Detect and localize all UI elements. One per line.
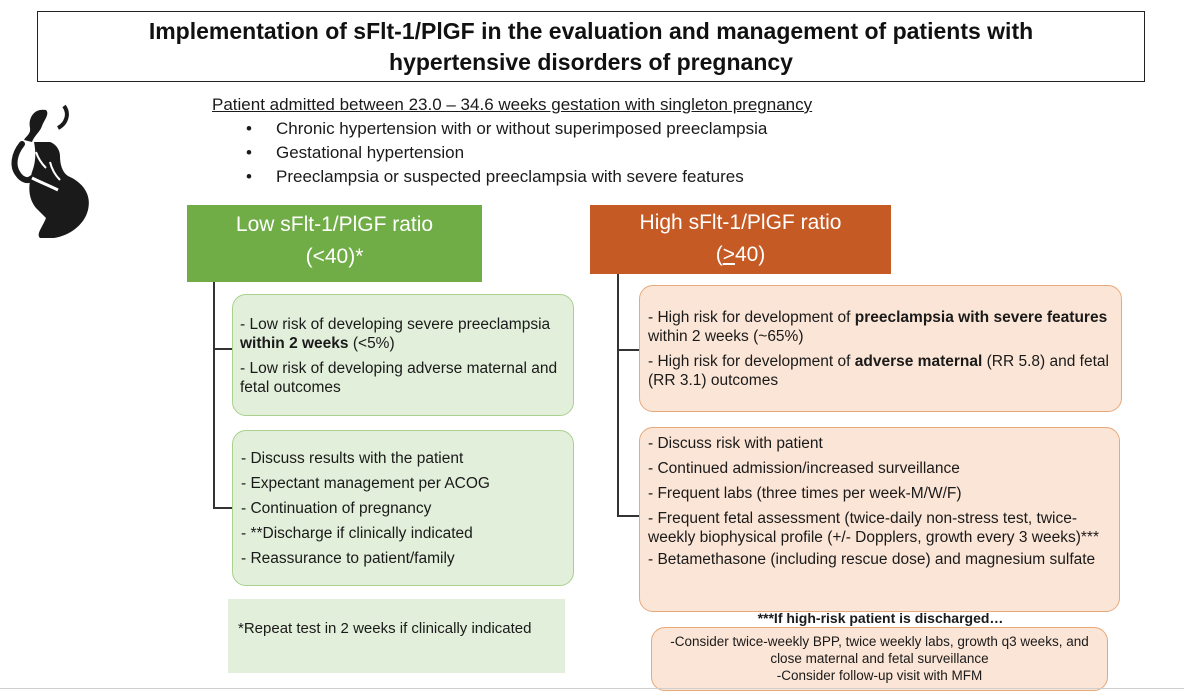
list-item: Preeclampsia or suspected preeclampsia w… — [246, 165, 812, 189]
list-item: - **Discharge if clinically indicated — [241, 525, 473, 542]
high-risk-item-1: - High risk for development of preeclamp… — [648, 309, 1108, 345]
high-connector-branch-1 — [617, 349, 639, 351]
list-item: - Betamethasone (including rescue dose) … — [648, 551, 1096, 568]
list-item: Gestational hypertension — [246, 141, 812, 165]
discharge-line-2: -Consider follow-up visit with MFM — [776, 668, 983, 683]
low-ratio-title: Low sFlt-1/PlGF ratio — [235, 213, 434, 236]
high-risk-box: - High risk for development of preeclamp… — [639, 285, 1122, 412]
list-item: - Expectant management per ACOG — [241, 475, 490, 492]
list-item: - Continued admission/increased surveill… — [648, 460, 960, 477]
high-connector-branch-2 — [617, 515, 639, 517]
low-risk-box: - Low risk of developing severe preeclam… — [232, 294, 574, 416]
low-risk-item-2: - Low risk of developing adverse materna… — [240, 360, 558, 396]
high-ratio-header: High sFlt-1/PlGF ratio (>40) — [590, 205, 891, 274]
pregnant-woman-icon — [11, 104, 89, 238]
page-title: Implementation of sFlt-1/PlGF in the eva… — [37, 11, 1145, 82]
patient-criteria: Patient admitted between 23.0 – 34.6 wee… — [212, 93, 812, 189]
high-connector-vertical — [617, 274, 619, 516]
high-management-box: - Discuss risk with patient - Continued … — [639, 427, 1120, 612]
criteria-list: Chronic hypertension with or without sup… — [212, 117, 812, 189]
title-line-1: Implementation of sFlt-1/PlGF in the eva… — [148, 17, 1034, 44]
low-connector-branch-2 — [213, 507, 233, 509]
repeat-test-note: *Repeat test in 2 weeks if clinically in… — [228, 599, 565, 673]
discharge-box: -Consider twice-weekly BPP, twice weekly… — [651, 627, 1108, 691]
list-item: Chronic hypertension with or without sup… — [246, 117, 812, 141]
list-item: - Discuss results with the patient — [241, 450, 464, 467]
list-item: - Continuation of pregnancy — [241, 500, 432, 517]
low-risk-item-1: - Low risk of developing severe preeclam… — [240, 316, 551, 352]
low-ratio-header: Low sFlt-1/PlGF ratio (<40)* — [187, 205, 482, 282]
bottom-divider — [0, 688, 1184, 689]
high-ratio-threshold: (>40) — [715, 243, 766, 266]
low-connector-vertical — [213, 282, 215, 508]
title-line-2: hypertensive disorders of pregnancy — [389, 48, 793, 75]
high-ratio-title: High sFlt-1/PlGF ratio — [639, 211, 842, 234]
criteria-heading: Patient admitted between 23.0 – 34.6 wee… — [212, 95, 813, 114]
low-ratio-threshold: (<40)* — [305, 245, 364, 268]
list-item: - Frequent labs (three times per week-M/… — [648, 485, 962, 502]
discharge-line-1: -Consider twice-weekly BPP, twice weekly… — [670, 634, 1089, 666]
list-item: - Frequent fetal assessment (twice-daily… — [648, 510, 1099, 546]
list-item: - Discuss risk with patient — [648, 435, 823, 452]
greater-equal-symbol: > — [722, 243, 735, 266]
discharge-title: ***If high-risk patient is discharged… — [757, 610, 1004, 626]
low-management-box: - Discuss results with the patient - Exp… — [232, 430, 574, 586]
high-risk-item-2: - High risk for development of adverse m… — [648, 353, 1109, 389]
low-connector-branch-1 — [213, 348, 233, 350]
list-item: - Reassurance to patient/family — [241, 550, 455, 567]
